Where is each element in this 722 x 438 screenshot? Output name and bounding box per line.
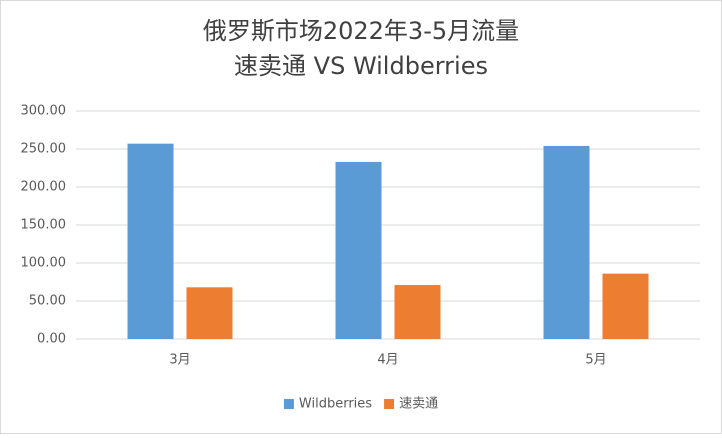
chart-title: 俄罗斯市场2022年3-5月流量 (203, 17, 519, 45)
y-tick-label: 200.00 (21, 180, 67, 195)
legend-label: Wildberries (299, 397, 372, 412)
y-tick-label: 100.00 (21, 256, 67, 271)
y-tick-label: 250.00 (21, 142, 67, 157)
x-tick-label: 3月 (169, 353, 190, 368)
bar (127, 143, 174, 339)
legend-swatch (384, 399, 395, 409)
chart-subtitle: 速卖通 VS Wildberries (234, 52, 488, 80)
y-tick-label: 300.00 (21, 104, 67, 119)
y-tick-label: 150.00 (21, 218, 67, 233)
bar (335, 161, 382, 339)
y-tick-label: 50.00 (29, 294, 66, 309)
legend-swatch (283, 399, 294, 409)
legend-label: 速卖通 (399, 397, 438, 412)
bar (394, 285, 441, 339)
bar (543, 145, 590, 339)
bar (602, 273, 649, 339)
bar (186, 287, 233, 339)
x-tick-label: 4月 (377, 353, 398, 368)
x-tick-label: 5月 (585, 353, 606, 368)
y-tick-label: 0.00 (37, 332, 66, 347)
